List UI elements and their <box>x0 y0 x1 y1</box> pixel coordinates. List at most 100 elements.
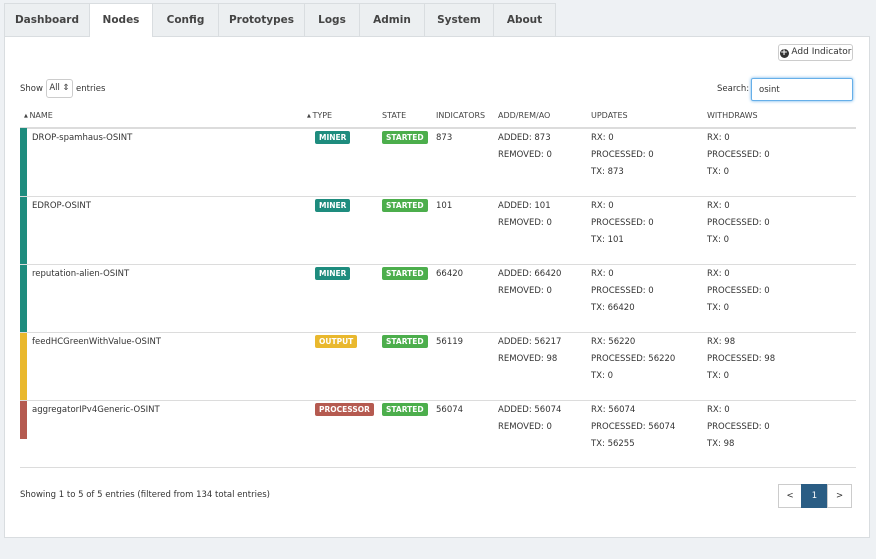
withdraws-line: TX: 0 <box>707 303 729 313</box>
add-rem-ao-line: ADDED: 101 <box>498 201 551 211</box>
updates-line: TX: 56255 <box>591 439 635 449</box>
add-indicator-button[interactable]: + Add Indicator <box>778 44 853 61</box>
updates-line: RX: 0 <box>591 201 614 211</box>
add-rem-ao-line: REMOVED: 0 <box>498 286 552 296</box>
withdraws-line: TX: 0 <box>707 235 729 245</box>
tab[interactable]: Dashboard <box>4 3 90 36</box>
page-button[interactable]: > <box>827 484 852 508</box>
row-color-strip <box>20 128 27 196</box>
row-divider <box>20 400 856 401</box>
tab[interactable]: Prototypes <box>218 3 305 36</box>
tab[interactable]: Logs <box>304 3 360 36</box>
header-divider <box>20 127 856 129</box>
column-header[interactable]: UPDATES <box>591 111 628 120</box>
column-header[interactable]: STATE <box>382 111 406 120</box>
withdraws-line: PROCESSED: 0 <box>707 422 770 432</box>
indicators: 56119 <box>436 337 464 347</box>
tab[interactable]: System <box>424 3 494 36</box>
updates-line: TX: 873 <box>591 167 624 177</box>
row-divider <box>20 264 856 265</box>
add-rem-ao-line: ADDED: 873 <box>498 133 551 143</box>
node-name: DROP-spamhaus-OSINT <box>32 133 133 143</box>
column-label: NAME <box>29 111 53 120</box>
column-label: INDICATORS <box>436 111 486 120</box>
node-name: reputation-alien-OSINT <box>32 269 130 279</box>
footer-info: Showing 1 to 5 of 5 entries (filtered fr… <box>20 490 270 500</box>
type-badge: MINER <box>315 199 351 212</box>
updates-line: PROCESSED: 0 <box>591 150 654 160</box>
add-rem-ao-line: REMOVED: 0 <box>498 422 552 432</box>
column-header[interactable]: ▲ NAME <box>24 111 53 120</box>
node-name: aggregatorIPv4Generic-OSINT <box>32 405 160 415</box>
show-select[interactable]: All ⇕ <box>46 79 73 98</box>
column-label: ADD/REM/AO <box>498 111 551 120</box>
add-rem-ao-line: ADDED: 66420 <box>498 269 562 279</box>
page-button[interactable]: 1 <box>801 484 828 508</box>
add-rem-ao-line: ADDED: 56217 <box>498 337 562 347</box>
add-rem-ao-line: ADDED: 56074 <box>498 405 562 415</box>
search-input[interactable]: osint <box>751 78 853 101</box>
show-value: All <box>49 83 60 93</box>
add-rem-ao-line: REMOVED: 0 <box>498 218 552 228</box>
withdraws-line: RX: 0 <box>707 201 730 211</box>
withdraws-line: TX: 0 <box>707 371 729 381</box>
column-header[interactable]: ▲ TYPE <box>307 111 333 120</box>
withdraws-line: PROCESSED: 0 <box>707 218 770 228</box>
type-badge: PROCESSOR <box>315 403 374 416</box>
add-rem-ao-line: REMOVED: 98 <box>498 354 558 364</box>
tab[interactable]: About <box>493 3 556 36</box>
state-badge: STARTED <box>382 403 428 416</box>
withdraws-line: RX: 0 <box>707 405 730 415</box>
node-name: feedHCGreenWithValue-OSINT <box>32 337 162 347</box>
indicators: 66420 <box>436 269 464 279</box>
add-indicator-label: Add Indicator <box>791 47 852 57</box>
tab[interactable]: Nodes <box>89 3 153 37</box>
updates-line: PROCESSED: 56220 <box>591 354 676 364</box>
withdraws-line: RX: 0 <box>707 133 730 143</box>
row-color-strip <box>20 400 27 439</box>
withdraws-line: PROCESSED: 0 <box>707 150 770 160</box>
updates-line: PROCESSED: 0 <box>591 218 654 228</box>
state-badge: STARTED <box>382 131 428 144</box>
updates-line: RX: 56074 <box>591 405 636 415</box>
add-rem-ao-line: REMOVED: 0 <box>498 150 552 160</box>
tab[interactable]: Config <box>152 3 219 36</box>
search-value: osint <box>759 85 780 95</box>
row-divider <box>20 332 856 333</box>
column-label: TYPE <box>312 111 333 120</box>
state-badge: STARTED <box>382 199 428 212</box>
show-suffix: entries <box>76 84 106 94</box>
withdraws-line: TX: 0 <box>707 167 729 177</box>
row-color-strip <box>20 264 27 332</box>
column-header[interactable]: WITHDRAWS <box>707 111 758 120</box>
node-name: EDROP-OSINT <box>32 201 91 211</box>
panel <box>4 36 870 538</box>
page-button[interactable]: < <box>778 484 802 508</box>
column-label: UPDATES <box>591 111 628 120</box>
column-header[interactable]: INDICATORS <box>436 111 485 120</box>
column-label: STATE <box>382 111 407 120</box>
updates-line: PROCESSED: 56074 <box>591 422 676 432</box>
updates-line: TX: 66420 <box>591 303 635 313</box>
state-badge: STARTED <box>382 335 428 348</box>
updates-line: RX: 56220 <box>591 337 636 347</box>
updates-line: PROCESSED: 0 <box>591 286 654 296</box>
updates-line: TX: 101 <box>591 235 624 245</box>
withdraws-line: PROCESSED: 98 <box>707 354 776 364</box>
row-color-strip <box>20 196 27 264</box>
indicators: 56074 <box>436 405 464 415</box>
updates-line: TX: 0 <box>591 371 613 381</box>
search-label: Search: <box>717 84 750 94</box>
updates-line: RX: 0 <box>591 269 614 279</box>
row-divider <box>20 196 856 197</box>
column-header[interactable]: ADD/REM/AO <box>498 111 550 120</box>
withdraws-line: PROCESSED: 0 <box>707 286 770 296</box>
indicators: 873 <box>436 133 453 143</box>
updates-line: RX: 0 <box>591 133 614 143</box>
withdraws-line: TX: 98 <box>707 439 735 449</box>
tab[interactable]: Admin <box>359 3 425 36</box>
row-color-strip <box>20 332 27 400</box>
withdraws-line: RX: 0 <box>707 269 730 279</box>
type-badge: OUTPUT <box>315 335 358 348</box>
